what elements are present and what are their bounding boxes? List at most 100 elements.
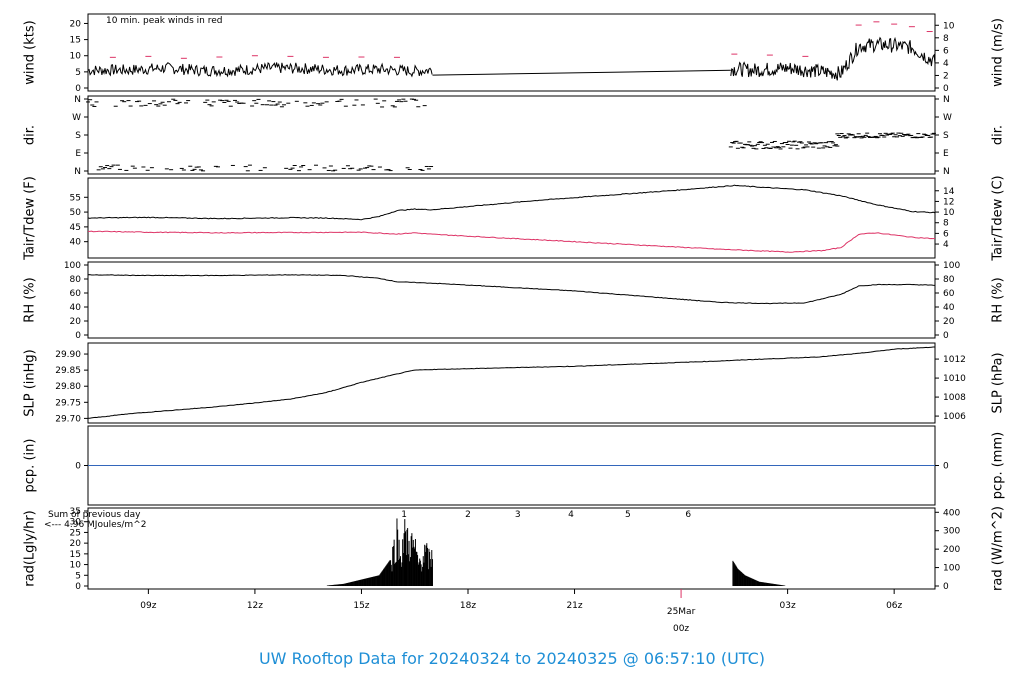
rh-ylabel-right: RH (%)	[991, 277, 1006, 322]
wind-right-tick-label: 4	[943, 59, 949, 69]
slp-right-tick-label: 1010	[943, 374, 966, 384]
wind-right-tick-label: 0	[943, 84, 949, 94]
wind-right-tick-label: 6	[943, 46, 949, 56]
slp-ylabel-right: SLP (hPa)	[991, 352, 1006, 413]
rh-left-tick-label: 100	[64, 261, 81, 271]
x-axis-tick-label: 06z	[886, 601, 902, 611]
temp-right-tick-label: 12	[943, 197, 954, 207]
slp-right-tick-label: 1008	[943, 393, 966, 403]
rad-panel-frame	[87, 507, 936, 590]
wind-ylabel-left: wind (kts)	[23, 20, 38, 84]
rh-right-tick-label: 40	[943, 303, 955, 313]
rad-annotation-line1: Sum of previous day	[48, 510, 141, 520]
wind-line-gap	[432, 69, 731, 76]
rad-left-tick-label: 10	[70, 561, 82, 571]
dir-ylabel-left: dir.	[23, 125, 38, 145]
wind-panel-frame	[87, 13, 936, 92]
rh-ylabel-left: RH (%)	[23, 277, 38, 322]
rad-ylabel-right: rad (W/m^2)	[991, 506, 1006, 591]
rh-left-tick-label: 0	[75, 331, 81, 341]
temp-right-tick-label: 10	[943, 208, 955, 218]
rh-right-tick-label: 0	[943, 331, 949, 341]
rad-left-tick-label: 0	[75, 582, 81, 592]
rh-left-tick-label: 20	[70, 317, 82, 327]
temp-left-tick-label: 55	[70, 193, 81, 203]
x-axis-date-label: 25Mar	[667, 607, 696, 617]
x-axis-tick-label: 15z	[353, 601, 369, 611]
rad-hour-marker: 2	[465, 510, 471, 520]
wind-annotation: 10 min. peak winds in red	[106, 16, 223, 26]
rad-right-tick-label: 200	[943, 545, 960, 555]
wind-right-tick-label: 10	[943, 21, 955, 31]
wind-line-evening	[730, 36, 936, 81]
wind-right-tick-label: 8	[943, 34, 949, 44]
temp-left-tick-label: 45	[70, 223, 81, 233]
temp-ylabel-left: Tair/Tdew (F)	[23, 176, 38, 261]
rad-right-tick-label: 300	[943, 527, 960, 537]
wind-left-tick-label: 5	[75, 68, 81, 78]
rad-left-tick-label: 25	[70, 528, 81, 538]
rad-right-tick-label: 100	[943, 564, 960, 574]
wind-left-tick-label: 0	[75, 84, 81, 94]
wind-left-tick-label: 20	[70, 19, 82, 29]
slp-left-tick-label: 29.70	[55, 414, 81, 424]
temp-right-tick-label: 14	[943, 187, 955, 197]
dir-left-tick-label: W	[72, 113, 81, 123]
pcp-left-tick-label: 0	[75, 462, 81, 472]
rad-hour-marker: 6	[685, 510, 691, 520]
rad-hour-marker: 5	[625, 510, 631, 520]
dir-right-tick-label: E	[943, 149, 949, 159]
slp-left-tick-label: 29.75	[55, 398, 81, 408]
rad-hour-marker: 3	[515, 510, 521, 520]
temp-left-tick-label: 50	[70, 208, 82, 218]
slp-left-tick-label: 29.90	[55, 350, 81, 360]
rad-ylabel-left: rad(Lgly/hr)	[23, 510, 38, 586]
slp-ylabel-left: SLP (inHg)	[23, 349, 38, 417]
temp-right-tick-label: 8	[943, 219, 949, 229]
rh-right-tick-label: 100	[943, 261, 960, 271]
rad-hour-marker: 1	[401, 510, 407, 520]
footer-title: UW Rooftop Data for 20240324 to 20240325…	[258, 649, 766, 668]
rad-left-tick-label: 15	[70, 550, 81, 560]
x-axis-tick-label: 18z	[460, 601, 476, 611]
temp-right-tick-label: 6	[943, 229, 949, 239]
dir-right-tick-label: S	[943, 131, 949, 141]
dir-panel-frame	[87, 95, 936, 175]
rad-left-tick-label: 20	[70, 539, 82, 549]
rh-right-tick-label: 80	[943, 275, 955, 285]
dir-left-tick-label: N	[74, 167, 81, 177]
dir-ylabel-right: dir.	[991, 125, 1006, 145]
pcp-ylabel-left: pcp. (in)	[23, 439, 38, 493]
rad-hour-marker: 4	[568, 510, 574, 520]
slp-line	[88, 346, 935, 419]
wind-line-morning	[87, 62, 433, 78]
pcp-ylabel-right: pcp. (mm)	[991, 432, 1006, 499]
x-axis-tick-label: 12z	[247, 601, 263, 611]
rh-left-tick-label: 40	[70, 303, 82, 313]
dir-right-tick-label: N	[943, 95, 950, 105]
wind-left-tick-label: 10	[70, 52, 82, 62]
slp-left-tick-label: 29.80	[55, 382, 81, 392]
rad-right-tick-label: 400	[943, 508, 960, 518]
rad-left-tick-label: 5	[75, 571, 81, 581]
rh-panel-frame	[87, 261, 936, 339]
x-axis-date-time-label: 00z	[673, 624, 689, 634]
temp-left-tick-label: 40	[70, 238, 82, 248]
dir-left-tick-label: E	[75, 149, 81, 159]
dir-right-tick-label: N	[943, 167, 950, 177]
rad-left-tick-label: 30	[70, 518, 82, 528]
dir-left-tick-label: S	[75, 131, 81, 141]
wind-right-tick-label: 2	[943, 71, 949, 81]
rad-left-tick-label: 35	[70, 507, 81, 517]
dir-right-tick-label: W	[943, 113, 952, 123]
slp-left-tick-label: 29.85	[55, 366, 81, 376]
temp-right-tick-label: 4	[943, 240, 949, 250]
temp-ylabel-right: Tair/Tdew (C)	[991, 175, 1006, 261]
x-axis-tick-label: 03z	[780, 601, 796, 611]
dir-left-tick-label: N	[74, 95, 81, 105]
wind-left-tick-label: 15	[70, 36, 81, 46]
pcp-right-tick-label: 0	[943, 462, 949, 472]
x-axis-tick-label: 21z	[566, 601, 582, 611]
slp-right-tick-label: 1006	[943, 412, 966, 422]
